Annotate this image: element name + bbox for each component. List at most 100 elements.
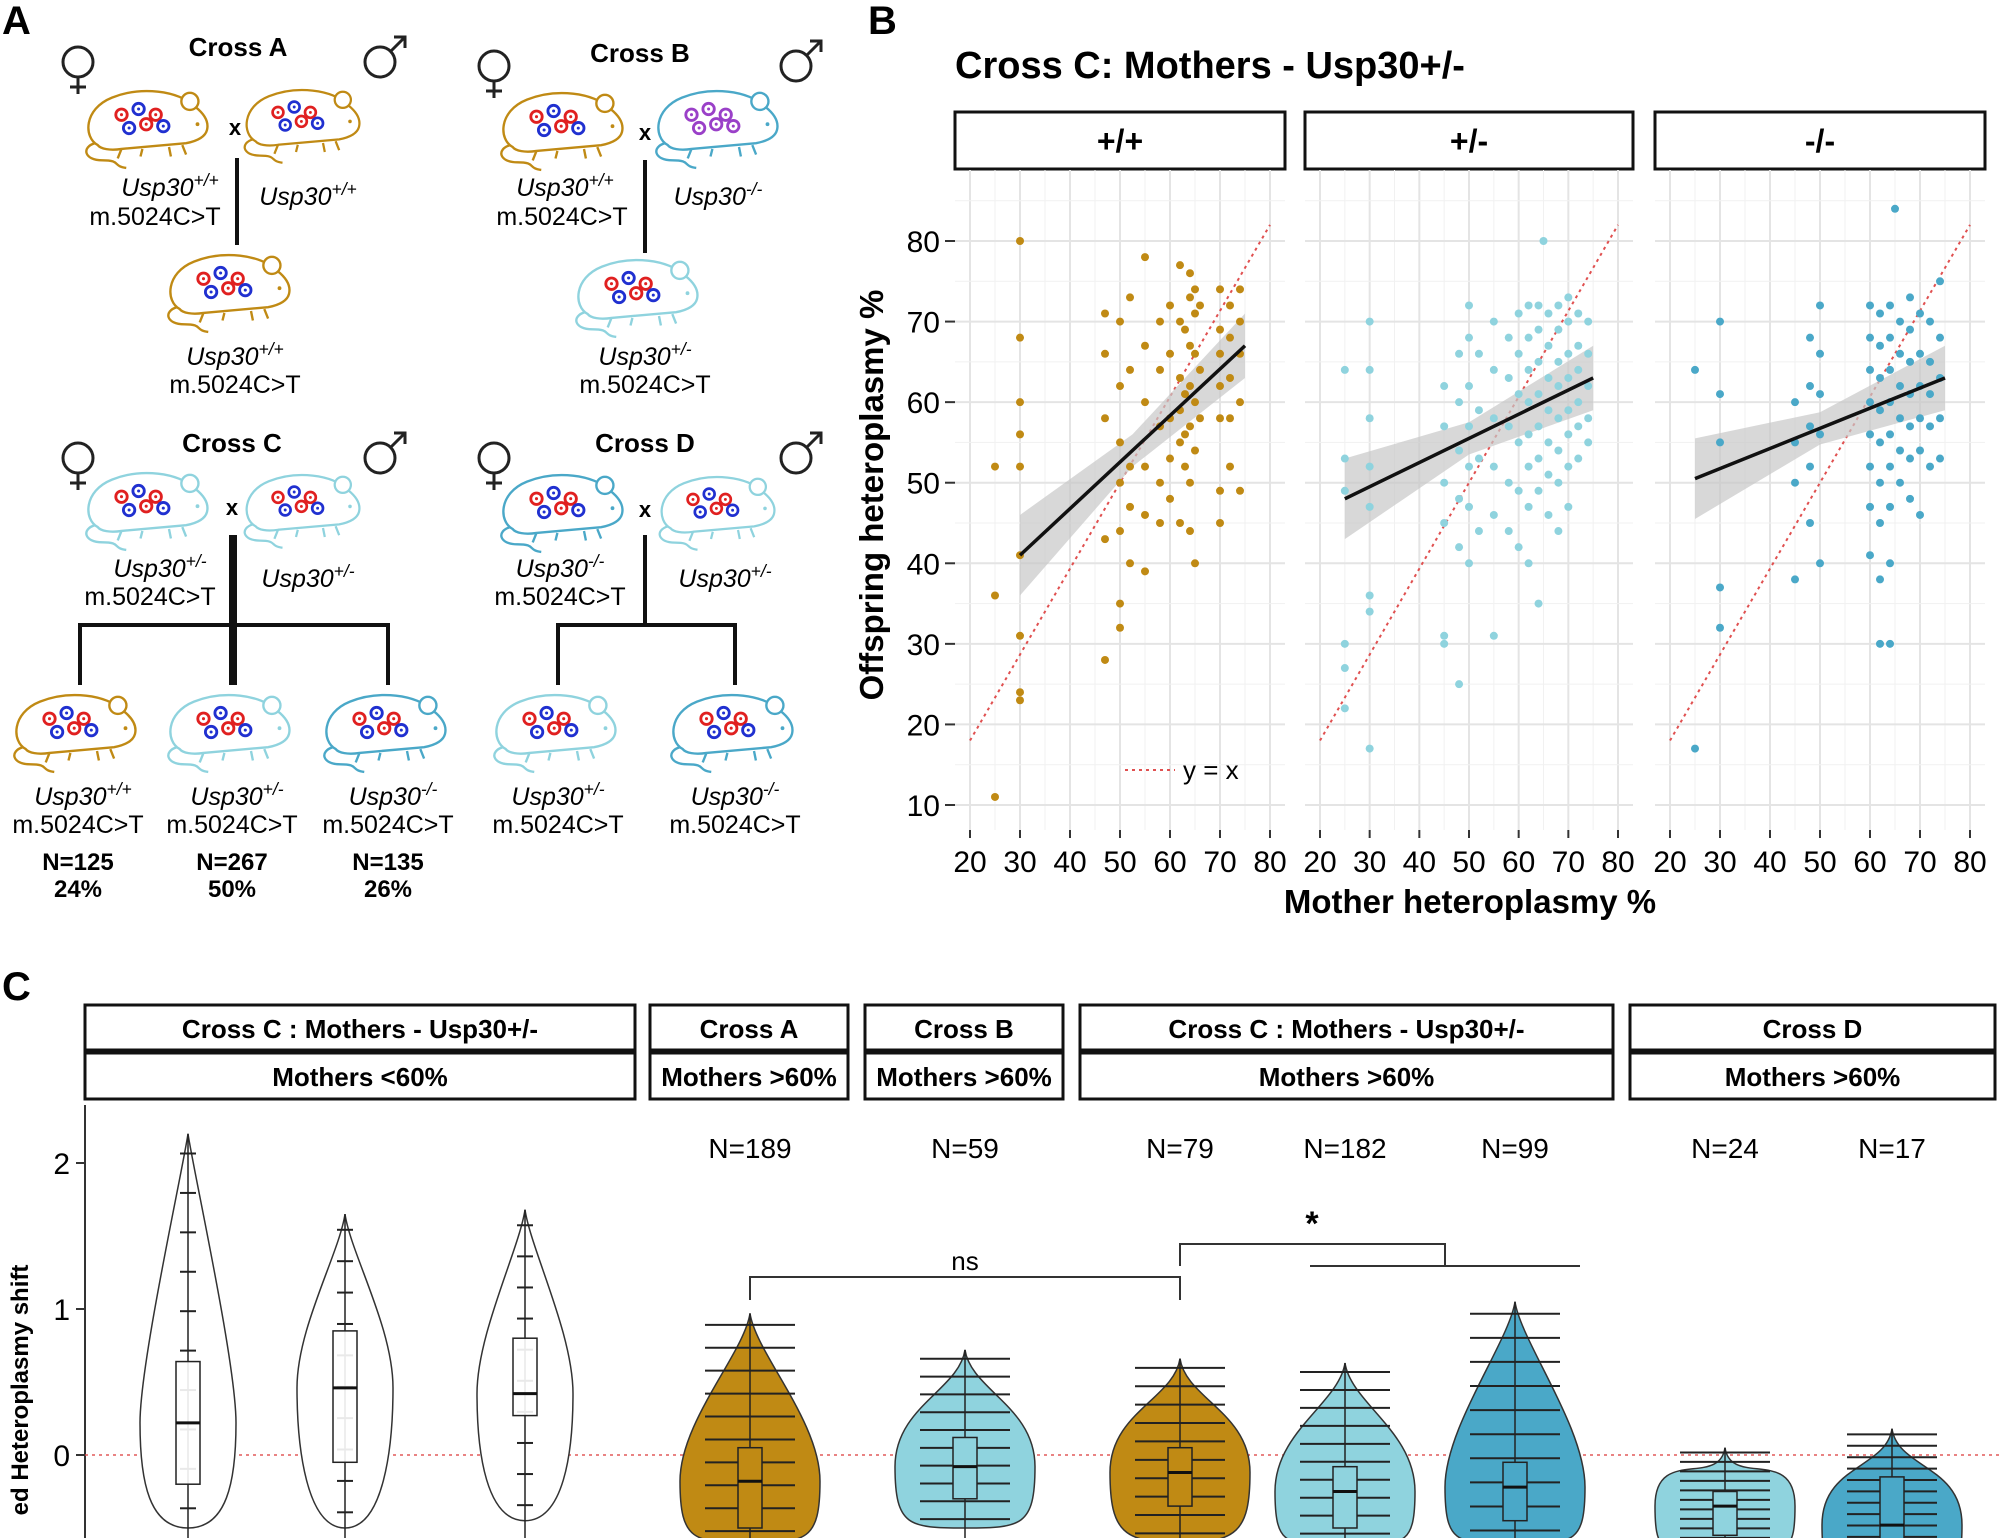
data-point xyxy=(1926,422,1934,431)
male-arrow xyxy=(810,431,823,444)
data-point xyxy=(1216,519,1224,527)
mouse-tail xyxy=(323,746,365,774)
data-point xyxy=(1440,382,1449,391)
data-point xyxy=(1465,559,1473,568)
mouse-eye xyxy=(780,726,785,731)
mtdna-dot-center xyxy=(226,286,230,290)
mouse-legs xyxy=(688,527,756,542)
data-point xyxy=(1564,349,1573,358)
data-point xyxy=(1126,559,1134,568)
ns-bracket: ns xyxy=(749,1246,1181,1300)
mtdna-dot-center xyxy=(712,730,716,734)
mouse-ear xyxy=(765,695,785,716)
chart-c-ylabel: ed Heteroplasmy shift xyxy=(7,1265,34,1516)
cross-c-offspring-pct: 26% xyxy=(364,876,412,903)
mouse-tail xyxy=(575,311,617,339)
group-strip-label: Cross A xyxy=(700,1014,799,1044)
data-point xyxy=(1534,422,1543,431)
data-point xyxy=(1465,462,1473,471)
n-label: N=24 xyxy=(1691,1133,1759,1164)
group-sub-label: Mothers <60% xyxy=(272,1062,448,1092)
data-point xyxy=(1866,301,1874,310)
data-point xyxy=(1016,688,1024,697)
ns-bracket-line xyxy=(749,1276,1181,1300)
x-tick-label: 20 xyxy=(1653,846,1686,879)
data-point xyxy=(1141,462,1149,471)
mtdna-dot-center xyxy=(739,717,743,721)
data-point xyxy=(1906,454,1914,463)
facet-1: +/- 20 30 40 50 60 70 80 xyxy=(1303,110,1635,879)
fit-line xyxy=(1694,376,1946,481)
data-point xyxy=(1524,502,1533,511)
mouse-legs xyxy=(273,140,341,155)
data-point xyxy=(1365,607,1374,616)
male-circle xyxy=(779,441,813,475)
data-point xyxy=(1866,551,1874,560)
cross-a-title: Cross A xyxy=(189,32,288,62)
data-point xyxy=(1156,478,1164,487)
mouse-eye xyxy=(195,504,200,509)
female-icon xyxy=(61,45,95,94)
mouse-ear xyxy=(588,695,608,716)
x-tick-label: 80 xyxy=(1601,846,1634,879)
y-tick-label: 40 xyxy=(907,548,940,581)
data-point xyxy=(1534,599,1543,608)
data-point xyxy=(1226,301,1234,310)
data-point xyxy=(1101,349,1109,358)
data-point xyxy=(1716,317,1724,326)
cross-d-offspring-genotype: Usp30-/- xyxy=(691,779,780,811)
mtdna-dot-center xyxy=(729,726,733,730)
cross-d-title: Cross D xyxy=(595,428,695,458)
cross-c-offspring-mt: m.5024C>T xyxy=(322,811,453,839)
data-point xyxy=(1886,502,1894,511)
mtdna-dot-center xyxy=(219,271,223,275)
cross-d-offspring-mt: m.5024C>T xyxy=(669,811,800,839)
mtdna-dot-center xyxy=(722,711,726,715)
data-point xyxy=(1584,382,1593,391)
data-point xyxy=(1554,446,1563,455)
data-point xyxy=(1574,398,1583,407)
mtdna-dot-center xyxy=(704,717,709,721)
data-point xyxy=(1236,398,1244,407)
data-point xyxy=(1716,438,1724,447)
data-point xyxy=(1791,575,1799,584)
mtdna-dot-center xyxy=(562,717,566,721)
data-point xyxy=(1876,309,1884,318)
mouse-legs xyxy=(354,748,426,763)
cross-d-mother-genotype: Usp30-/- xyxy=(516,551,605,583)
identity-line xyxy=(1319,224,1619,742)
cross-c-offspring-n: N=267 xyxy=(196,849,267,876)
data-point xyxy=(1365,744,1374,753)
male-icon xyxy=(363,431,407,475)
box xyxy=(1712,1490,1738,1537)
data-point xyxy=(1216,382,1224,391)
mouse-icon xyxy=(243,88,361,164)
data-point xyxy=(1691,744,1699,753)
legend-label: y = x xyxy=(1183,755,1239,785)
mtdna-dot-center xyxy=(209,290,213,294)
data-point xyxy=(1116,382,1124,391)
mouse-tail xyxy=(500,144,542,172)
mtdna-dot-center xyxy=(382,726,386,730)
mouse-eye xyxy=(765,122,770,127)
mtdna-dot-center xyxy=(137,107,141,111)
data-point xyxy=(1916,510,1924,519)
mouse-tail xyxy=(670,746,712,774)
mouse-eye xyxy=(763,506,767,511)
data-point xyxy=(1186,527,1194,536)
data-point xyxy=(1176,261,1184,270)
group-strip-label: Cross B xyxy=(914,1014,1014,1044)
mouse-legs xyxy=(524,748,596,763)
group-sub-strip xyxy=(863,1051,1065,1101)
mouse-icon xyxy=(13,693,137,774)
n-label: N=189 xyxy=(708,1133,791,1164)
mouse-icon xyxy=(670,693,794,774)
male-stem xyxy=(389,432,406,449)
mouse-legs xyxy=(116,144,188,159)
data-point xyxy=(1816,559,1824,568)
cross-symbol: x xyxy=(639,497,652,522)
mtdna-dot-center xyxy=(392,717,396,721)
mtdna-dot-center xyxy=(375,711,379,715)
mouse-icon xyxy=(500,91,624,172)
male-circle xyxy=(779,49,813,83)
